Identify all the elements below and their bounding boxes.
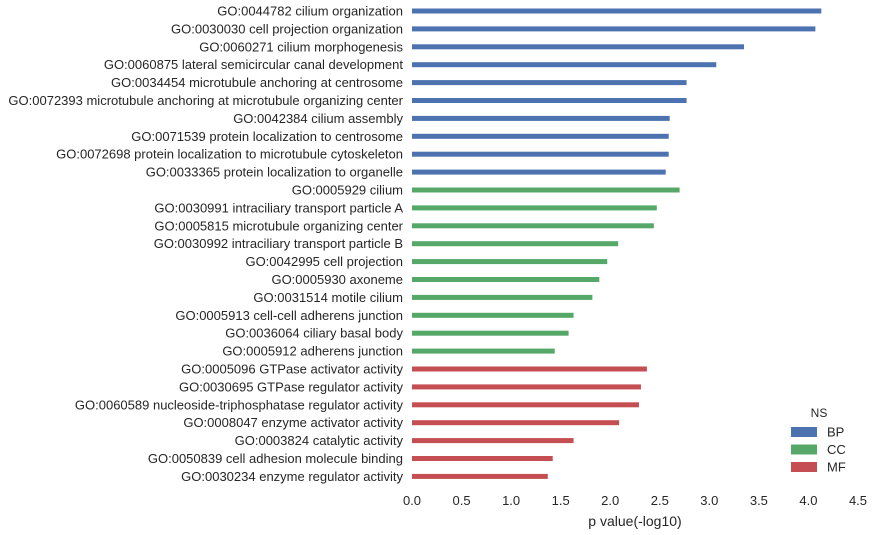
category-label: GO:0005929 cilium (292, 183, 403, 198)
bar-cc (412, 223, 654, 229)
x-axis-title: p value(-log10) (588, 513, 681, 529)
category-label: GO:0005912 adherens junction (222, 344, 403, 359)
category-label: GO:0030992 intraciliary transport partic… (154, 236, 403, 251)
x-tick-label: 4.0 (799, 493, 817, 508)
category-label: GO:0044782 cilium organization (217, 4, 403, 19)
bar-bp (412, 26, 816, 32)
category-label: GO:0005815 microtubule organizing center (154, 218, 403, 233)
category-label: GO:0036064 ciliary basal body (225, 326, 403, 341)
bar-cc (412, 187, 680, 193)
category-label: GO:0072393 microtubule anchoring at micr… (8, 93, 403, 108)
bar-cc (412, 241, 619, 247)
x-tick-label: 4.5 (849, 493, 867, 508)
category-label: GO:0008047 enzyme activator activity (183, 415, 403, 430)
bar-cc (412, 259, 608, 265)
bar-cc (412, 277, 600, 282)
category-label: GO:0042384 cilium assembly (233, 111, 403, 126)
category-label: GO:0005913 cell-cell adherens junction (175, 308, 403, 323)
legend-label-cc: CC (827, 442, 846, 457)
x-tick-label: 2.0 (601, 493, 619, 508)
bar-bp (412, 44, 745, 50)
category-label: GO:0030030 cell projection organization (171, 21, 403, 36)
bar-cc (412, 294, 593, 300)
x-tick-label: 1.0 (502, 493, 520, 508)
bar-bp (412, 62, 717, 68)
bar-mf (412, 420, 620, 426)
legend-label-mf: MF (827, 460, 846, 475)
category-label: GO:0060271 cilium morphogenesis (199, 39, 403, 54)
category-label: GO:0005930 axoneme (271, 272, 403, 287)
bar-bp (412, 169, 666, 175)
bar-bp (412, 98, 687, 103)
category-label: GO:0042995 cell projection (245, 254, 403, 269)
bar-bp (412, 8, 822, 14)
bar-bp (412, 133, 669, 139)
legend-swatch-mf (791, 462, 817, 472)
x-tick-label: 2.5 (651, 493, 669, 508)
x-tick-label: 0.0 (403, 493, 421, 508)
x-tick-label: 3.5 (750, 493, 768, 508)
category-label: GO:0030991 intraciliary transport partic… (154, 200, 403, 215)
x-tick-label: 1.5 (552, 493, 570, 508)
legend-swatch-bp (791, 427, 817, 437)
x-tick-label: 0.5 (453, 493, 471, 508)
category-label: GO:0050839 cell adhesion molecule bindin… (148, 451, 403, 466)
category-label: GO:0005096 GTPase activator activity (181, 362, 403, 377)
bar-mf (412, 438, 574, 444)
bar-cc (412, 312, 574, 318)
bar-bp (412, 80, 687, 86)
category-label: GO:0030695 GTPase regulator activity (179, 379, 404, 394)
category-label: GO:0060875 lateral semicircular canal de… (104, 57, 404, 72)
bar-mf (412, 384, 641, 390)
category-label: GO:0060589 nucleoside-triphosphatase reg… (75, 397, 404, 412)
category-label: GO:0031514 motile cilium (253, 290, 403, 305)
bar-mf (412, 402, 639, 408)
bar-bp (412, 115, 670, 121)
bars-group (412, 8, 822, 479)
legend: NS BP CC MF (791, 406, 846, 475)
legend-title: NS (811, 406, 828, 420)
legend-label-bp: BP (827, 425, 844, 440)
bar-cc (412, 348, 555, 354)
category-label: GO:0071539 protein localization to centr… (131, 129, 403, 144)
category-label: GO:0033365 protein localization to organ… (146, 165, 403, 180)
category-labels: GO:0044782 cilium organization GO:0030030… (8, 4, 403, 484)
bar-cc (412, 205, 657, 211)
bar-cc (412, 330, 569, 336)
bar-mf (412, 456, 553, 461)
bar-mf (412, 366, 647, 372)
category-label: GO:0034454 microtubule anchoring at cent… (111, 75, 403, 90)
category-label: GO:0030234 enzyme regulator activity (181, 469, 403, 484)
legend-swatch-cc (791, 444, 817, 455)
x-tick-label: 3.0 (700, 493, 718, 508)
bar-mf (412, 473, 548, 479)
bar-bp (412, 151, 669, 157)
category-label: GO:0072698 protein localization to micro… (56, 147, 403, 162)
x-axis-ticks: 0.0 0.5 1.0 1.5 2.0 2.5 3.0 3.5 4.0 4.5 (403, 493, 867, 508)
category-label: GO:0003824 catalytic activity (235, 433, 404, 448)
